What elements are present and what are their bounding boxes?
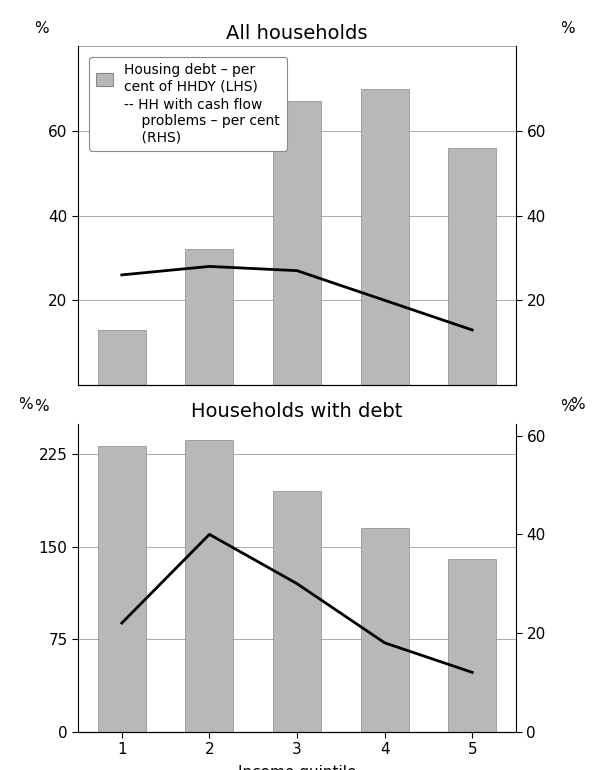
Title: Households with debt: Households with debt	[191, 402, 403, 420]
Bar	[361, 528, 409, 732]
Text: %: %	[560, 21, 574, 36]
Legend: Housing debt – per
cent of HHDY (LHS), -- HH with cash flow
    problems – per c: Housing debt – per cent of HHDY (LHS), -…	[89, 56, 287, 151]
Bar	[98, 446, 146, 732]
Title: All households: All households	[226, 25, 368, 43]
Bar	[185, 440, 233, 732]
Bar	[98, 330, 146, 385]
Bar	[448, 559, 496, 732]
Text: %: %	[18, 397, 32, 412]
Text: %: %	[570, 397, 584, 412]
Bar	[273, 491, 321, 732]
Text: %: %	[560, 400, 574, 414]
Text: %: %	[34, 21, 49, 36]
Bar	[185, 249, 233, 385]
Bar	[448, 148, 496, 385]
Text: %: %	[34, 400, 49, 414]
X-axis label: Income quintile: Income quintile	[238, 765, 356, 770]
Bar	[361, 89, 409, 385]
Bar	[273, 102, 321, 385]
